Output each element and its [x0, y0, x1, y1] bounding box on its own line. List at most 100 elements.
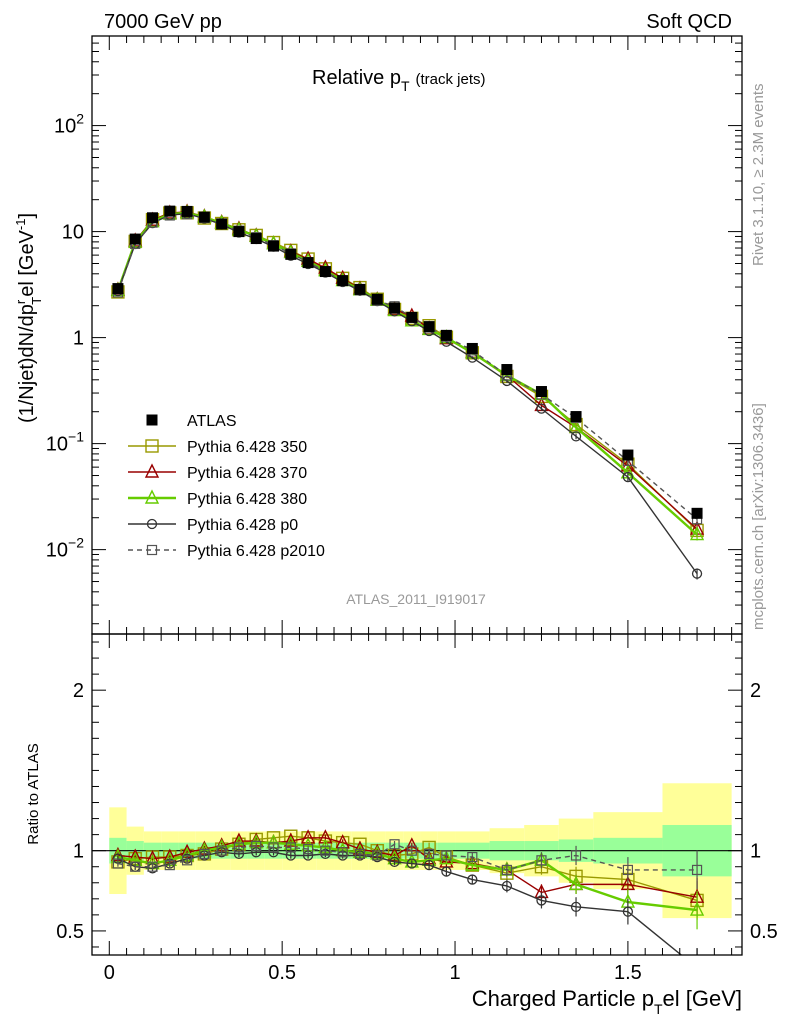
- atlas-point: [501, 364, 513, 376]
- y-tick-label: 10: [62, 222, 84, 244]
- legend-label: ATLAS: [187, 413, 237, 430]
- ratio-point: [372, 850, 383, 861]
- ratio-axis-ticks: 0.5 0.5 1 1 2 2: [56, 641, 778, 948]
- ratio-point: [568, 875, 584, 891]
- y-axis-label-sup: r: [13, 299, 28, 304]
- data-point: [536, 403, 547, 414]
- atlas-point: [147, 212, 159, 224]
- ratio-point: [354, 848, 366, 859]
- legend-marker: [146, 518, 158, 530]
- x-axis-label-main: Charged Particle p: [472, 986, 654, 1011]
- legend-item-2: Pythia 6.428 380: [128, 489, 307, 508]
- legend-label: Pythia 6.428 370: [187, 465, 307, 482]
- atlas-point: [319, 266, 331, 278]
- atlas-point: [268, 240, 280, 252]
- series-0-main: [111, 206, 704, 538]
- data-point: [689, 526, 705, 541]
- atlas-point: [570, 411, 582, 423]
- ratio-point: [251, 840, 262, 851]
- data-point: [691, 568, 703, 579]
- y-tick-exp: −2: [68, 535, 84, 551]
- x-tick-label: 1: [449, 962, 460, 984]
- series-ratio-line: [117, 851, 683, 955]
- y-tick-label: 10−1: [46, 429, 84, 456]
- legend-marker: [146, 414, 158, 426]
- ratio-point: [622, 906, 634, 917]
- ratio-point: [337, 847, 348, 858]
- plot-title: Relative pT (track jets): [312, 67, 486, 94]
- ratio-point: [404, 853, 419, 868]
- ratio-point: [536, 855, 547, 866]
- atlas-point: [423, 321, 435, 333]
- ratio-point: [389, 839, 400, 850]
- atlas-point: [285, 248, 297, 260]
- rivet-label: Rivet 3.1.10, ≥ 2.3M events: [750, 84, 767, 267]
- series-line: [117, 212, 698, 531]
- y-axis-label-unit-sup: -1: [13, 219, 28, 231]
- y-tick-base: 10: [62, 222, 84, 244]
- mcplots-label: mcplots.cern.ch [arXiv:1306.3436]: [750, 403, 767, 630]
- ratio-point: [285, 850, 296, 861]
- y-tick-label: 1: [73, 328, 84, 350]
- ratio-point: [467, 851, 478, 863]
- x-tick-label: 1.5: [614, 962, 642, 984]
- ratio-point: [199, 848, 210, 859]
- legend-item-4: Pythia 6.428 p2010: [128, 543, 325, 560]
- legend-label: Pythia 6.428 350: [187, 439, 307, 456]
- x-axis-label: Charged Particle pTel [GeV]: [472, 986, 742, 1017]
- ratio-point: [406, 858, 417, 869]
- ratio-point: [501, 864, 512, 876]
- ratio-point: [320, 845, 331, 856]
- y-axis-label-tail: el [GeV: [16, 229, 38, 296]
- y-tick-base: 10: [46, 434, 68, 456]
- ratio-tick-label-right: 1: [750, 841, 761, 863]
- ratio-tick-label: 1: [73, 841, 84, 863]
- ratio-point: [147, 861, 158, 872]
- atlas-point: [440, 329, 452, 341]
- legend-label: Pythia 6.428 380: [187, 491, 307, 508]
- series-1-main: [110, 203, 705, 535]
- ratio-point: [112, 858, 124, 869]
- ratio-point: [693, 963, 702, 972]
- x-tick-label: 0: [104, 962, 115, 984]
- ratio-point: [439, 850, 454, 865]
- legend-marker: [146, 544, 158, 556]
- y-tick-label: 10−2: [46, 535, 84, 562]
- y-tick-exp: −1: [68, 429, 84, 445]
- atlas-point: [198, 211, 210, 223]
- atlas-point: [181, 205, 193, 217]
- atlas-point: [406, 311, 418, 323]
- atlas-point: [466, 342, 478, 354]
- y-tick-base: 1: [73, 328, 84, 350]
- atlas-point: [216, 218, 228, 230]
- ratio-point: [622, 864, 634, 876]
- y-tick-exp: 2: [76, 111, 84, 127]
- legend-item-1: Pythia 6.428 370: [128, 463, 307, 482]
- energy-label: 7000 GeV pp: [104, 11, 222, 33]
- legend-marker: [144, 463, 160, 478]
- x-axis-label-tail: el [GeV]: [663, 986, 742, 1011]
- atlas-point: [129, 233, 141, 245]
- atlas-point: [354, 283, 366, 295]
- series-ratio-line: [117, 843, 698, 871]
- ratio-tick-label: 0.5: [56, 921, 84, 943]
- ratio-tick-label-right: 0.5: [750, 921, 778, 943]
- y-axis-label-end: ]: [16, 213, 38, 219]
- y-axis-label-sub: T: [29, 297, 44, 305]
- ratio-point: [441, 866, 452, 877]
- atlas-point: [691, 507, 703, 519]
- y-axis-label-main: (1/Njet)dN/dp: [16, 304, 38, 423]
- atlas-point: [302, 257, 314, 269]
- x-axis-label-sub: T: [654, 1001, 663, 1017]
- ratio-point: [130, 861, 141, 872]
- ratio-point: [441, 850, 452, 861]
- series-line: [116, 211, 698, 536]
- atlas-point: [371, 293, 383, 305]
- y-tick-label: 102: [54, 111, 84, 138]
- process-label: Soft QCD: [646, 11, 732, 33]
- plot-title-suffix: (track jets): [416, 71, 486, 88]
- legend-label: Pythia 6.428 p0: [187, 517, 298, 534]
- atlas-point: [233, 226, 245, 238]
- ratio-plot: 0 0.5 1 1.5 0.5 0.5 1 1 2 2: [56, 36, 778, 984]
